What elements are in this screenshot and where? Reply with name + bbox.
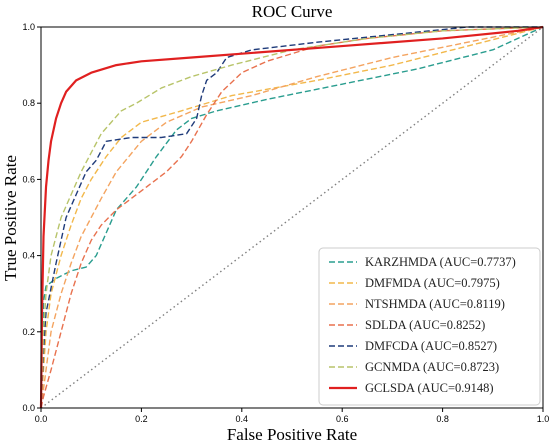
- series-line-4: [40, 26, 543, 409]
- diagonal-reference-line: [40, 26, 544, 409]
- legend-entry-2: NTSHMDA (AUC=0.8119): [365, 297, 505, 311]
- y-axis-label: True Positive Rate: [1, 155, 20, 281]
- y-tick-label: 0.0: [22, 403, 35, 413]
- series-line-6: [39, 25, 544, 409]
- legend-entry-5: GCNMDA (AUC=0.8723): [365, 360, 499, 374]
- legend-entry-6: GCLSDA (AUC=0.9148): [365, 381, 494, 395]
- legend-box: [318, 247, 541, 406]
- x-tick-label: 0.4: [236, 414, 249, 424]
- y-tick-label: 0.2: [22, 327, 35, 337]
- legend-entry-1: DMFMDA (AUC=0.7975): [365, 276, 500, 290]
- plot-frame: [40, 26, 544, 409]
- series-line-2: [40, 26, 544, 409]
- x-tick-label: 0.6: [336, 414, 349, 424]
- x-tick-label: 0.0: [35, 414, 48, 424]
- x-axis-label: False Positive Rate: [227, 425, 357, 444]
- series-line-0: [40, 26, 544, 409]
- x-tick-label: 1.0: [537, 414, 550, 424]
- x-tick-label: 0.8: [436, 414, 449, 424]
- axis-ticks: 0.0 0.2 0.4 0.6 0.8 1.0 0.0 0.2 0.4 0.6 0.8 1.0: [22, 22, 549, 424]
- legend-entry-0: KARZHMDA (AUC=0.7737): [365, 255, 516, 269]
- x-tick-label: 0.2: [135, 414, 148, 424]
- chart-title: ROC Curve: [252, 2, 333, 21]
- legend: KARZHMDA (AUC=0.7737) DMFMDA (AUC=0.7975)…: [318, 247, 541, 406]
- y-tick-label: 1.0: [22, 22, 35, 32]
- legend-entry-3: SDLDA (AUC=0.8252): [365, 318, 485, 332]
- y-tick-label: 0.6: [22, 174, 35, 184]
- plot-area: [39, 25, 544, 409]
- legend-entry-4: DMFCDA (AUC=0.8527): [365, 339, 497, 353]
- y-tick-label: 0.4: [22, 251, 35, 261]
- series-line-1: [40, 26, 544, 409]
- y-tick-label: 0.8: [22, 98, 35, 108]
- series-line-3: [40, 26, 544, 409]
